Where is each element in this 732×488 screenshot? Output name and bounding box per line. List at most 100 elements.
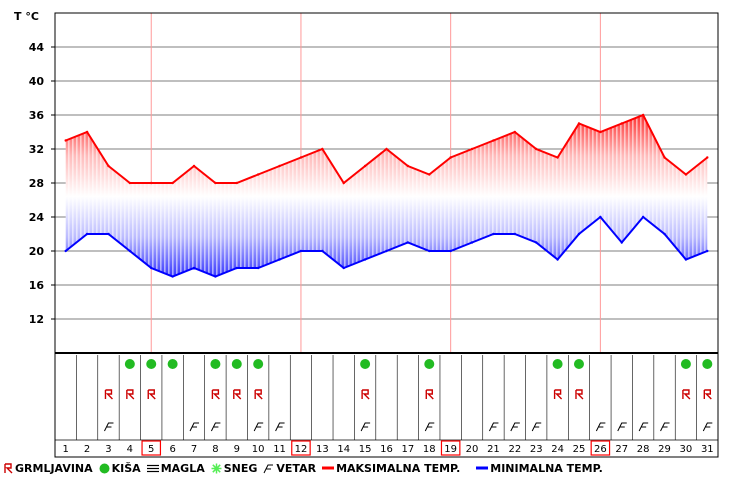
min-temperature-point: [449, 249, 452, 253]
wind-icon: [617, 422, 627, 432]
min-temperature-point: [363, 258, 367, 261]
day-label: 16: [380, 444, 393, 455]
max-temperature-point: [620, 122, 623, 125]
min-temperature-point: [299, 249, 303, 253]
min-temperature-point: [214, 275, 217, 278]
highlighted-day-box: [590, 440, 611, 456]
max-temperature-point: [513, 130, 517, 134]
highlighted-day-box: [141, 440, 162, 456]
legend-label-sneg: SNEG: [223, 461, 258, 475]
thunder-icon-shape: [126, 389, 135, 400]
min-temperature-point: [428, 249, 431, 253]
thunder-icon: [104, 389, 113, 400]
max-temperature-point: [171, 181, 174, 185]
max-temperature-point: [428, 173, 431, 176]
wind-icon: [253, 422, 264, 432]
wind-icon: [702, 422, 713, 432]
line-layer: [64, 113, 709, 278]
day-label: 13: [316, 444, 329, 455]
wind-icon: [275, 422, 285, 432]
day-label: 5: [148, 444, 154, 455]
min-temperature-point: [256, 266, 260, 270]
thunder-icon-shape: [703, 389, 712, 400]
day-label: 3: [105, 444, 111, 455]
wind-icon: [104, 422, 114, 432]
legend-label-grmljavina: GRMLJAVINA: [15, 461, 93, 475]
max-temperature-point: [278, 164, 281, 168]
thunder-icon-shape: [553, 389, 563, 400]
wind-icon: [488, 422, 499, 432]
y-tick-label: 12: [29, 313, 44, 326]
day-label: 17: [402, 444, 415, 455]
y-tick-label: 36: [29, 109, 45, 122]
wind-icon-shape: [531, 422, 542, 432]
day-label: 20: [466, 444, 479, 455]
max-temperature-point: [556, 156, 559, 159]
thunder-icon: [682, 389, 691, 400]
max-temperature-point: [321, 147, 324, 151]
min-temperature-point: [470, 241, 474, 244]
max-temperature-point: [85, 130, 89, 134]
day-label: 18: [423, 444, 436, 455]
min-temperature-point: [513, 232, 517, 236]
axis-layer: 12 16 20 24 28 32 36 40 44: [29, 41, 55, 326]
day-layer: 1 2 3 4 5 6 7 8 9 10 11 12 13 14 15 16 17 18 19 20 21 22 23 24 2…: [63, 440, 714, 456]
max-temperature-point: [706, 156, 709, 159]
rain-icon: [360, 359, 371, 369]
day-label: 10: [252, 444, 265, 455]
y-tick-label: 16: [29, 279, 45, 292]
thunder-icon: [425, 389, 434, 400]
thunder-icon: [211, 389, 220, 400]
rain-icon: [146, 359, 157, 369]
rain-icon: [167, 359, 178, 369]
max-line-icon: [322, 466, 335, 470]
day-label: 31: [701, 444, 714, 455]
day-label: 9: [234, 444, 240, 455]
thunder-icon: [4, 462, 13, 473]
wind-icon-shape: [638, 422, 649, 432]
max-temperature-point: [150, 181, 153, 185]
min-temperature-point: [663, 232, 666, 236]
legend-item-grmljavina: GRMLJAVINA: [4, 462, 93, 475]
wind-icon-shape: [488, 422, 499, 432]
y-tick-label: 24: [29, 211, 45, 224]
min-line-icon: [476, 466, 489, 470]
thunder-icon-shape: [104, 389, 113, 400]
y-tick-label: 44: [29, 41, 45, 54]
day-label: 21: [487, 444, 500, 455]
wind-icon: [595, 422, 606, 432]
min-temperature-point: [171, 275, 174, 278]
rain-icon: [552, 359, 563, 369]
min-temperature-point: [385, 249, 388, 253]
max-temperature-point: [64, 139, 67, 142]
wind-icon-shape: [617, 422, 627, 432]
min-temperature-point: [128, 249, 132, 253]
wind-icon-shape: [210, 422, 221, 432]
thunder-icon: [575, 389, 584, 400]
rain-icon: [210, 359, 221, 369]
max-temperature-point: [363, 164, 367, 168]
rain-icon: [124, 359, 135, 369]
max-temperature-point: [641, 113, 645, 117]
rain-icon: [424, 359, 435, 369]
day-label: 1: [63, 444, 69, 455]
max-temperature-point: [684, 173, 688, 176]
legend-item-vetar: VETAR: [263, 462, 316, 475]
day-label: 8: [212, 444, 218, 455]
y-tick-label: 28: [29, 177, 44, 190]
legend-label-kisa: KIŠA: [111, 461, 141, 475]
day-label: 27: [615, 444, 628, 455]
thunder-icon-shape: [575, 389, 584, 400]
event-layer: [55, 355, 718, 441]
y-axis-title: T °C: [14, 10, 39, 23]
max-temperature-point: [492, 139, 495, 142]
min-temperature-point: [492, 232, 495, 236]
max-temperature-point: [535, 147, 538, 151]
wind-icon: [263, 464, 274, 473]
thunder-icon: [703, 389, 712, 400]
day-label: 7: [191, 444, 197, 455]
thunder-icon-shape: [682, 389, 691, 400]
legend-item-min: MINIMALNA TEMP.: [476, 462, 603, 475]
legend-item-sneg: SNEG: [211, 461, 258, 475]
